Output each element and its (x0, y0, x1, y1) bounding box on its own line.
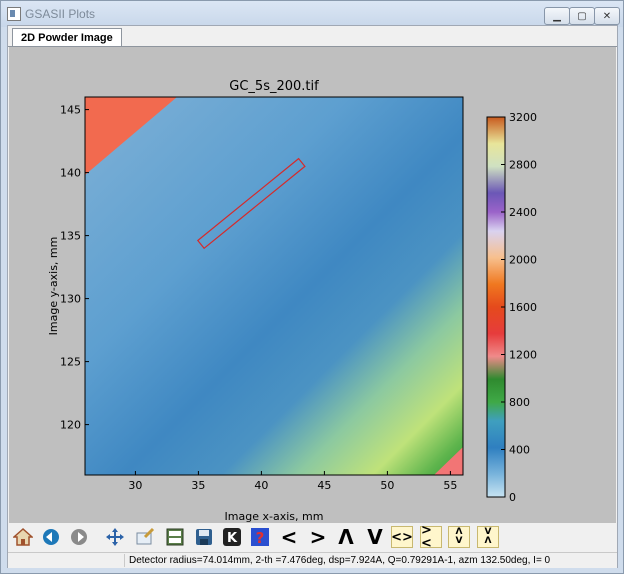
y-axis-label: Image y-axis, mm (47, 237, 60, 336)
tab-divider (8, 46, 617, 47)
mask-strip[interactable] (196, 157, 306, 250)
shift-left-button[interactable]: < (277, 525, 301, 549)
shrink-horizontal-button[interactable]: >< (419, 524, 443, 550)
home-icon (13, 527, 33, 546)
minimize-button[interactable]: ▁ (544, 7, 570, 25)
window-title: GSASII Plots (25, 7, 96, 21)
y-tick-label: 140 (60, 167, 81, 180)
y-axis-ticks: 120 125 130 135 140 145 (60, 104, 89, 432)
colorbar-tick-label: 1200 (509, 349, 537, 362)
subplots-icon (166, 528, 184, 546)
forward-button[interactable] (67, 525, 91, 549)
key-button[interactable]: K (220, 525, 244, 549)
y-tick-label: 145 (60, 104, 81, 117)
toolbar: K ? < > Λ V <> >< Λ V V Λ (8, 523, 617, 551)
x-tick-label: 30 (128, 479, 142, 492)
x-axis-label: Image x-axis, mm (225, 510, 324, 523)
x-tick-label: 55 (443, 479, 457, 492)
colorbar-tick-label: 2800 (509, 159, 537, 172)
hot-corner-bottom-right (434, 447, 463, 475)
colorbar-tick-label: 2000 (509, 254, 537, 267)
colorbar-tick-label: 3200 (509, 111, 537, 124)
save-button[interactable] (192, 525, 216, 549)
expand-horizontal-label: <> (391, 526, 413, 548)
maximize-button[interactable]: ▢ (569, 7, 595, 25)
help-icon: ? (251, 528, 269, 547)
colorbar-tick-label: 400 (509, 444, 530, 457)
colorbar-tick-label: 1600 (509, 301, 537, 314)
image-plot-svg[interactable]: GC_5s_200.tif 30 35 40 45 50 55 1201251301351… (9, 47, 616, 524)
y-tick-label: 120 (60, 419, 81, 432)
tab-2d-powder-image[interactable]: 2D Powder Image (12, 28, 122, 47)
colorbar-tick-label: 2400 (509, 206, 537, 219)
x-tick-label: 40 (254, 479, 268, 492)
shrink-vertical-button[interactable]: V Λ (476, 525, 500, 549)
back-arrow-icon (43, 529, 59, 545)
y-tick-label: 130 (60, 293, 81, 306)
home-button[interactable] (11, 525, 35, 549)
expand-horizontal-button[interactable]: <> (390, 525, 414, 549)
status-bar: Detector radius=74.014mm, 2-th =7.476deg… (8, 552, 617, 568)
app-icon (7, 7, 21, 21)
image-area[interactable] (85, 97, 463, 475)
shift-right-label: > (309, 525, 327, 549)
back-button[interactable] (39, 525, 63, 549)
svg-text:K: K (227, 531, 238, 546)
colorbar-tick-label: 800 (509, 396, 530, 409)
y-tick-label: 135 (60, 230, 81, 243)
shift-up-label: Λ (338, 525, 354, 549)
shift-down-label: V (367, 525, 383, 549)
x-tick-label: 35 (191, 479, 205, 492)
save-icon (196, 529, 212, 545)
pan-button[interactable] (103, 525, 127, 549)
plot-frame: 2D Powder Image (7, 25, 618, 568)
shift-left-label: < (280, 525, 298, 549)
y-tick-label: 125 (60, 356, 81, 369)
x-axis-ticks: 30 35 40 45 50 55 (128, 471, 457, 492)
zoom-button[interactable] (133, 525, 157, 549)
maximize-icon: ▢ (577, 10, 587, 22)
plot-canvas[interactable]: GC_5s_200.tif 30 35 40 45 50 55 120 125 130 135 1… (9, 47, 616, 524)
shift-down-button[interactable]: V (363, 525, 387, 549)
zoom-rect-icon (136, 527, 155, 545)
colorbar-tick-label: 0 (509, 491, 516, 504)
image-background (85, 97, 463, 475)
shrink-vertical-label: V Λ (477, 526, 499, 548)
forward-arrow-icon (71, 529, 87, 545)
help-button[interactable]: ? (248, 525, 272, 549)
subplots-button[interactable] (163, 525, 187, 549)
hot-corner-top-left (85, 97, 177, 175)
shift-right-button[interactable]: > (306, 525, 330, 549)
svg-text:?: ? (256, 529, 265, 547)
close-icon: ✕ (602, 10, 612, 22)
x-tick-label: 50 (380, 479, 394, 492)
close-button[interactable]: ✕ (594, 7, 620, 25)
key-icon: K (223, 528, 241, 546)
axes-frame (84, 96, 464, 476)
cursor-readout: Detector radius=74.014mm, 2-th =7.476deg… (124, 554, 554, 567)
expand-vertical-button[interactable]: Λ V (447, 525, 471, 549)
colorbar-ticks: 0 400 800 1200 1600 2000 2400 2800 3200 (501, 111, 537, 504)
pan-icon (106, 528, 124, 546)
shift-up-button[interactable]: Λ (334, 525, 358, 549)
minimize-icon: ▁ (553, 10, 561, 22)
x-tick-label: 45 (317, 479, 331, 492)
shrink-horizontal-label: >< (420, 524, 442, 550)
title-bar[interactable]: GSASII Plots ▁ ▢ ✕ (1, 1, 623, 27)
plot-title: GC_5s_200.tif (229, 79, 319, 94)
expand-vertical-label: Λ V (448, 526, 470, 548)
